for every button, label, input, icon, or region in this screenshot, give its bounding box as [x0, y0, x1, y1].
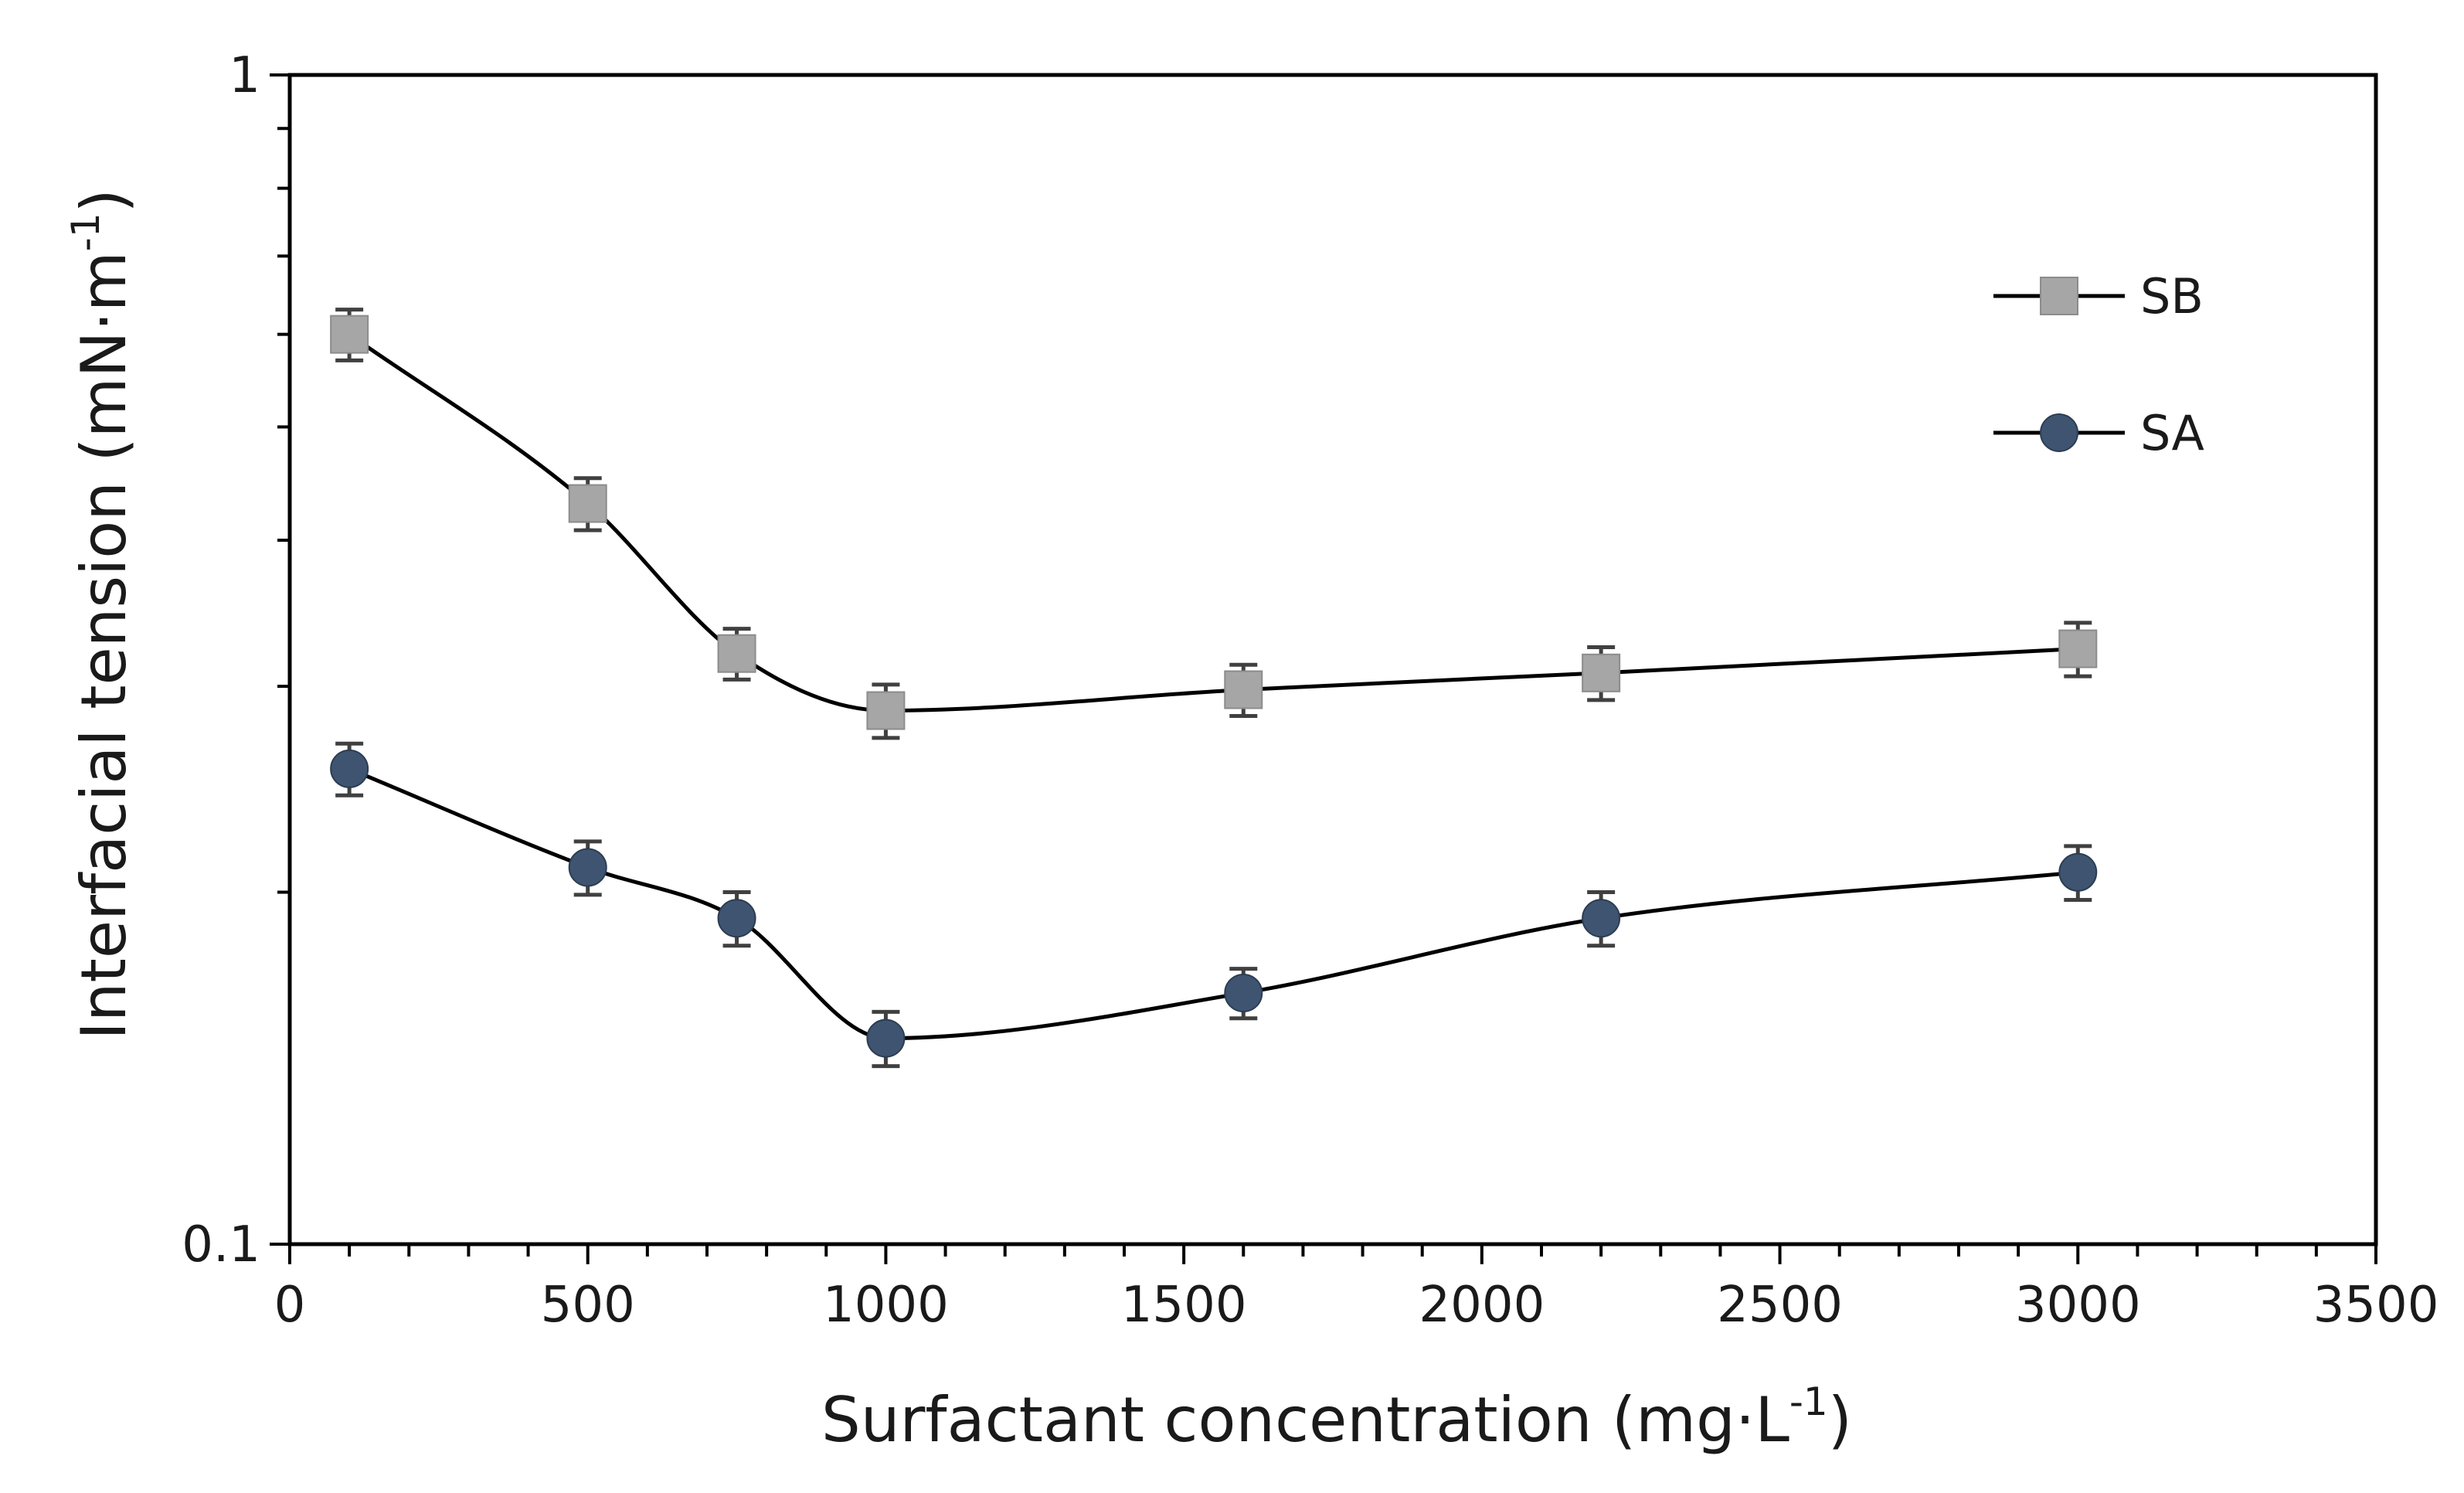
- y-tick-label: 1: [229, 47, 260, 104]
- x-axis-title: Surfactant concentration (mg·L-1): [821, 1379, 1852, 1456]
- data-point-sb: [1224, 670, 1263, 709]
- legend: SB SA: [1993, 268, 2204, 461]
- x-axis: 0 500 1000 1500 2000 2500 3000 3500: [274, 1244, 2439, 1334]
- x-axis-title-superscript: -1: [1789, 1379, 1828, 1424]
- data-point-sa: [568, 848, 607, 887]
- y-axis-title-close: ): [68, 189, 140, 213]
- series-sb: [330, 308, 2098, 740]
- legend-entry-sa: SA: [1993, 405, 2204, 461]
- x-tick-label: 2000: [1419, 1277, 1545, 1334]
- data-point-sb: [568, 484, 607, 523]
- legend-marker: [2040, 277, 2078, 315]
- data-point-sb: [866, 691, 906, 730]
- x-tick-label: 0: [274, 1277, 306, 1334]
- data-point-sa: [866, 1019, 906, 1058]
- plot-area: [287, 73, 2378, 1246]
- legend-marker: [2040, 413, 2078, 452]
- legend-label: SA: [2140, 405, 2204, 461]
- x-tick-label: 1500: [1121, 1277, 1247, 1334]
- x-tick-label: 500: [541, 1277, 635, 1334]
- series-sa: [330, 741, 2098, 1069]
- y-axis: 0.11: [182, 47, 290, 1274]
- data-point-sb: [2058, 629, 2098, 668]
- data-point-sb: [1582, 653, 1621, 692]
- data-point-sa: [2058, 852, 2098, 892]
- legend-entry-sb: SB: [1993, 268, 2204, 325]
- data-point-sa: [1582, 899, 1621, 938]
- data-point-sb: [717, 634, 756, 673]
- data-point-sa: [330, 749, 369, 788]
- legend-label: SB: [2140, 268, 2204, 325]
- x-axis-title-close: ): [1828, 1384, 1852, 1456]
- y-tick-label: 0.1: [182, 1216, 260, 1274]
- y-axis-title: Interfacial tension (mN·m-1): [63, 189, 140, 1040]
- data-point-sa: [717, 899, 756, 938]
- series-layer: [330, 308, 2098, 1069]
- x-tick-label: 2500: [1717, 1277, 1843, 1334]
- x-tick-label: 3000: [2015, 1277, 2141, 1334]
- data-point-sb: [330, 315, 369, 354]
- x-tick-label: 3500: [2313, 1277, 2439, 1334]
- x-tick-label: 1000: [823, 1277, 949, 1334]
- x-axis-title-text: Surfactant concentration (mg·L: [821, 1384, 1789, 1456]
- y-axis-title-superscript: -1: [63, 213, 108, 251]
- data-point-sa: [1224, 973, 1263, 1012]
- y-axis-title-text: Interfacial tension (mN·m: [68, 251, 140, 1039]
- plot-frame: [287, 73, 2378, 1246]
